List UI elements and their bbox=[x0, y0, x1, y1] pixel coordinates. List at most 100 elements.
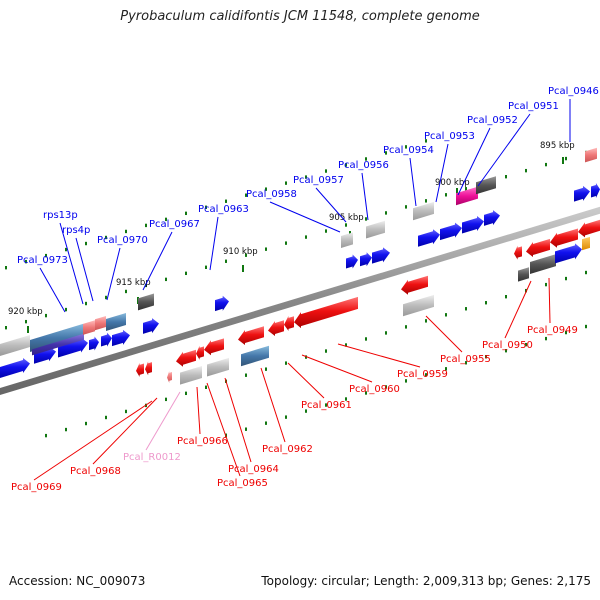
gene-label[interactable]: Pcal_0970 bbox=[97, 235, 148, 246]
forward-gene-arrow[interactable] bbox=[215, 295, 229, 312]
forward-gene-arrow[interactable] bbox=[484, 210, 500, 226]
forward-gene-arrow[interactable] bbox=[58, 337, 88, 358]
gene-block[interactable] bbox=[403, 294, 434, 317]
gene-label[interactable]: Pcal_0960 bbox=[349, 384, 400, 395]
gene-block[interactable] bbox=[341, 232, 353, 249]
gene-label[interactable]: rps4p bbox=[62, 225, 90, 236]
gene-label[interactable]: Pcal_0957 bbox=[293, 175, 344, 186]
gene-block[interactable] bbox=[180, 365, 202, 385]
gene-label[interactable]: Pcal_0969 bbox=[11, 482, 62, 493]
accession-text: Accession: NC_009073 bbox=[9, 574, 146, 588]
gene-block[interactable] bbox=[518, 267, 529, 282]
gene-block[interactable] bbox=[241, 345, 269, 367]
reverse-gene-arrow[interactable] bbox=[550, 228, 578, 248]
forward-gene-arrow[interactable] bbox=[555, 243, 582, 264]
forward-gene-arrow[interactable] bbox=[34, 346, 56, 364]
gene-label[interactable]: Pcal_0958 bbox=[246, 189, 297, 200]
gene-block[interactable] bbox=[138, 293, 154, 311]
gene-features bbox=[0, 147, 600, 385]
reverse-gene-arrow[interactable] bbox=[578, 219, 600, 238]
reverse-gene-arrow[interactable] bbox=[514, 245, 522, 260]
gene-block[interactable] bbox=[582, 236, 590, 251]
gene-label[interactable]: Pcal_0964 bbox=[228, 464, 279, 475]
reverse-gene-arrow[interactable] bbox=[204, 338, 224, 356]
gene-label[interactable]: Pcal_0956 bbox=[338, 160, 389, 171]
gene-label[interactable]: Pcal_0955 bbox=[440, 354, 491, 365]
gene-block[interactable] bbox=[530, 254, 556, 274]
leader-line bbox=[59, 222, 84, 305]
label-leader-lines bbox=[33, 99, 571, 481]
gene-label[interactable]: Pcal_0967 bbox=[149, 219, 200, 230]
gene-block[interactable] bbox=[207, 357, 229, 377]
gene-block[interactable] bbox=[476, 176, 496, 195]
reverse-gene-arrow[interactable] bbox=[284, 315, 294, 331]
gene-block[interactable] bbox=[32, 333, 84, 356]
leader-line bbox=[287, 362, 325, 399]
reverse-gene-arrow[interactable] bbox=[176, 349, 196, 367]
gene-label[interactable]: Pcal_0973 bbox=[17, 255, 68, 266]
leader-line bbox=[142, 231, 173, 291]
gene-label[interactable]: Pcal_0963 bbox=[198, 204, 249, 215]
forward-gene-arrow[interactable] bbox=[360, 252, 372, 267]
reverse-gene-arrow[interactable] bbox=[238, 326, 264, 346]
genome-backbone bbox=[0, 206, 600, 395]
gene-block[interactable] bbox=[30, 323, 83, 352]
leader-line bbox=[92, 397, 158, 465]
gene-label[interactable]: Pcal_0954 bbox=[383, 145, 434, 156]
forward-gene-arrow[interactable] bbox=[89, 336, 99, 351]
gene-label[interactable]: Pcal_0966 bbox=[177, 436, 228, 447]
forward-gene-arrow[interactable] bbox=[462, 215, 484, 234]
forward-gene-arrow[interactable] bbox=[143, 318, 159, 334]
gene-block[interactable] bbox=[413, 201, 434, 221]
gene-label[interactable]: Pcal_0965 bbox=[217, 478, 268, 489]
gene-label[interactable]: rps13p bbox=[43, 210, 78, 221]
forward-gene-arrow[interactable] bbox=[418, 229, 440, 247]
gene-label[interactable]: Pcal_R0012 bbox=[123, 452, 181, 463]
reverse-gene-arrow[interactable] bbox=[136, 362, 144, 377]
leader-line bbox=[206, 382, 241, 477]
reverse-gene-arrow[interactable] bbox=[268, 320, 284, 336]
gene-block[interactable] bbox=[585, 147, 597, 163]
gene-block[interactable] bbox=[106, 312, 126, 331]
gene-label[interactable]: Pcal_0968 bbox=[70, 466, 121, 477]
reverse-gene-arrow[interactable] bbox=[401, 275, 428, 295]
forward-gene-arrow[interactable] bbox=[591, 183, 600, 199]
forward-gene-arrow[interactable] bbox=[574, 185, 590, 202]
leader-line bbox=[106, 247, 121, 301]
gene-label[interactable]: Pcal_0952 bbox=[467, 115, 518, 126]
reverse-gene-arrow[interactable] bbox=[145, 361, 152, 376]
leader-line bbox=[269, 201, 341, 233]
forward-gene-arrow[interactable] bbox=[0, 358, 30, 378]
reverse-gene-arrow[interactable] bbox=[196, 345, 204, 360]
forward-gene-arrow[interactable] bbox=[440, 222, 462, 241]
gene-label[interactable]: Pcal_0962 bbox=[262, 444, 313, 455]
gene-label[interactable]: Pcal_0961 bbox=[301, 400, 352, 411]
gene-label[interactable]: Pcal_0959 bbox=[397, 369, 448, 380]
gene-label[interactable]: Pcal_0949 bbox=[527, 325, 578, 336]
gene-block[interactable] bbox=[456, 186, 478, 206]
leader-line bbox=[504, 280, 532, 339]
gene-label[interactable]: Pcal_0951 bbox=[508, 101, 559, 112]
gene-label[interactable]: Pcal_0953 bbox=[424, 131, 475, 142]
gene-block[interactable] bbox=[0, 334, 30, 356]
reverse-gene-arrow[interactable] bbox=[526, 238, 550, 258]
gene-label[interactable]: Pcal_0946 bbox=[548, 86, 599, 97]
forward-gene-arrow[interactable] bbox=[372, 247, 390, 264]
leader-line bbox=[457, 127, 491, 196]
gene-block[interactable] bbox=[95, 315, 106, 331]
scale-label: 915 kbp bbox=[116, 278, 151, 288]
scale-ticks bbox=[5, 139, 587, 438]
gene-block[interactable] bbox=[83, 320, 95, 335]
leader-line bbox=[145, 391, 181, 451]
backbone-line bbox=[0, 206, 600, 395]
gene-label[interactable]: Pcal_0950 bbox=[482, 340, 533, 351]
reverse-gene-arrow[interactable] bbox=[294, 296, 358, 329]
leader-line bbox=[477, 113, 531, 187]
forward-gene-arrow[interactable] bbox=[112, 329, 130, 347]
reverse-gene-arrow[interactable] bbox=[167, 370, 172, 383]
gene-block[interactable] bbox=[366, 220, 385, 239]
forward-gene-arrow[interactable] bbox=[101, 332, 112, 347]
leader-line bbox=[409, 157, 417, 207]
forward-gene-arrow[interactable] bbox=[346, 254, 358, 269]
